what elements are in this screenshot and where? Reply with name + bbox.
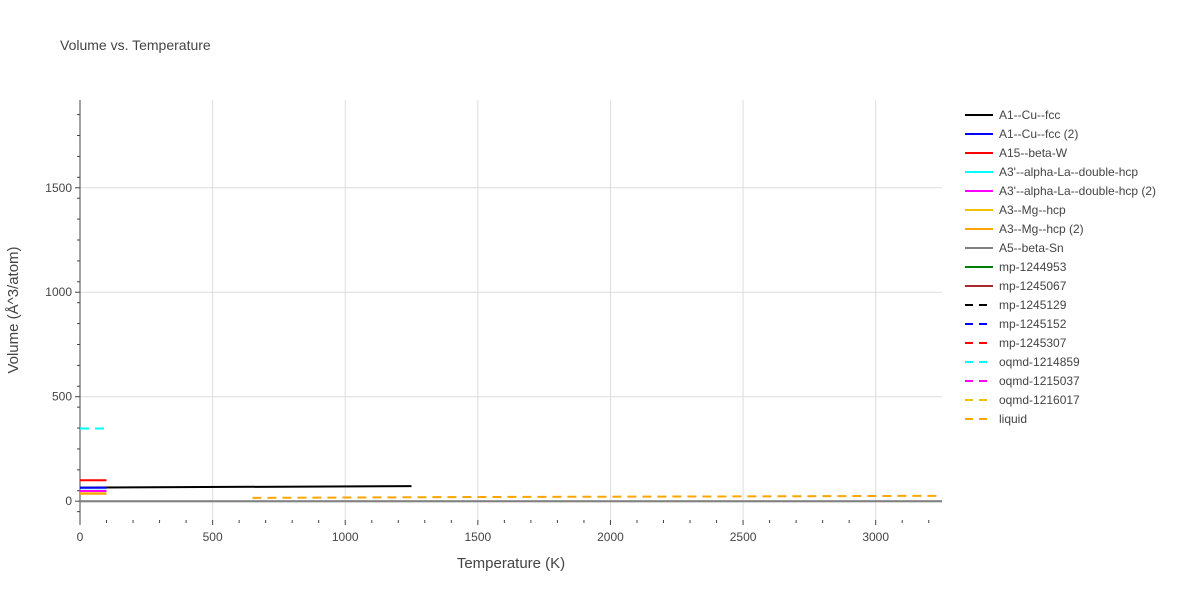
- series-line-liquid: [252, 494, 943, 499]
- legend-label: A1--Cu--fcc (2): [999, 127, 1078, 141]
- x-axis-label: Temperature (K): [457, 555, 565, 572]
- x-tick-label: 2500: [730, 530, 757, 544]
- legend-item: oqmd-1216017: [965, 393, 1080, 407]
- x-tick-label: 3000: [862, 530, 889, 544]
- legend-label: mp-1245067: [999, 279, 1067, 293]
- legend-item: oqmd-1214859: [965, 355, 1080, 369]
- legend-item: mp-1245152: [965, 317, 1067, 331]
- legend-label: mp-1245307: [999, 336, 1067, 350]
- y-axis-label: Volume (Å^3/atom): [5, 246, 22, 373]
- legend-item: A3'--alpha-La--double-hcp: [965, 165, 1138, 179]
- legend-item: A15--beta-W: [965, 146, 1068, 160]
- legend-item: A3--Mg--hcp: [965, 203, 1066, 217]
- grid: [80, 100, 942, 520]
- y-tick-label: 0: [65, 494, 72, 508]
- legend-label: mp-1244953: [999, 260, 1067, 274]
- plot-area: [79, 427, 943, 503]
- legend-item: A1--Cu--fcc: [965, 108, 1060, 122]
- legend-item: A1--Cu--fcc (2): [965, 127, 1078, 141]
- chart-title: Volume vs. Temperature: [60, 37, 211, 53]
- legend-label: liquid: [999, 412, 1027, 426]
- y-tick-label: 1000: [45, 285, 72, 299]
- x-tick-label: 500: [203, 530, 223, 544]
- legend-item: liquid: [965, 412, 1027, 426]
- legend-item: A3--Mg--hcp (2): [965, 222, 1084, 236]
- series-line-a1-cu-fcc: [79, 485, 412, 489]
- legend-item: mp-1244953: [965, 260, 1067, 274]
- legend-label: mp-1245152: [999, 317, 1067, 331]
- legend-label: A5--beta-Sn: [999, 241, 1064, 255]
- x-tick-label: 2000: [597, 530, 624, 544]
- legend-item: A5--beta-Sn: [965, 241, 1064, 255]
- x-tick-label: 1000: [332, 530, 359, 544]
- legend-label: mp-1245129: [999, 298, 1067, 312]
- legend-label: A3--Mg--hcp (2): [999, 222, 1084, 236]
- legend: A1--Cu--fcc A1--Cu--fcc (2) A15--beta-W A3'…: [965, 108, 1156, 426]
- axes: 0 500 1000 1500 2000 2500 3000 0 500 1000 1500: [45, 100, 930, 544]
- legend-label: oqmd-1215037: [999, 374, 1080, 388]
- legend-label: A3'--alpha-La--double-hcp (2): [999, 184, 1156, 198]
- legend-item: mp-1245129: [965, 298, 1067, 312]
- legend-label: oqmd-1216017: [999, 393, 1080, 407]
- legend-label: A3--Mg--hcp: [999, 203, 1066, 217]
- legend-item: mp-1245307: [965, 336, 1067, 350]
- y-tick-label: 500: [52, 390, 72, 404]
- x-tick-label: 0: [77, 530, 84, 544]
- legend-label: A1--Cu--fcc: [999, 108, 1060, 122]
- legend-item: mp-1245067: [965, 279, 1067, 293]
- legend-label: oqmd-1214859: [999, 355, 1080, 369]
- legend-label: A3'--alpha-La--double-hcp: [999, 165, 1138, 179]
- legend-item: A3'--alpha-La--double-hcp (2): [965, 184, 1156, 198]
- legend-item: oqmd-1215037: [965, 374, 1080, 388]
- x-tick-label: 1500: [464, 530, 491, 544]
- legend-label: A15--beta-W: [999, 146, 1068, 160]
- y-tick-label: 1500: [45, 181, 72, 195]
